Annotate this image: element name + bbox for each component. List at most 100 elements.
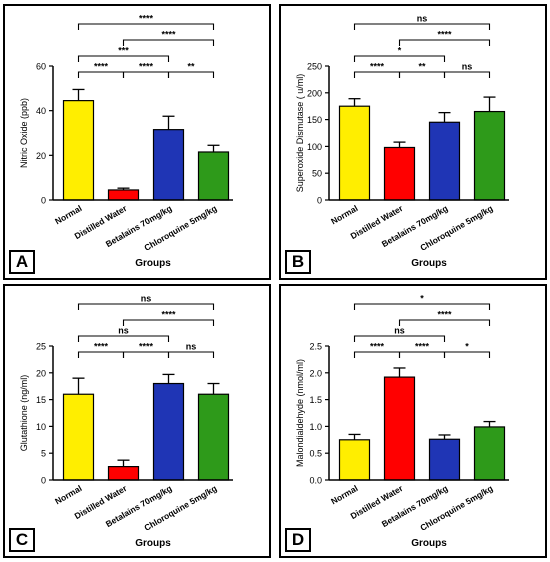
- significance-label: *: [398, 46, 402, 56]
- y-axis-label: Nitric Oxide (ppb): [19, 98, 29, 168]
- bar-2: [428, 121, 461, 201]
- y-tick-label: 60: [36, 62, 46, 72]
- significance-label: ****: [139, 62, 154, 72]
- significance-bracket-0: [77, 351, 125, 358]
- significance-label: ns: [417, 14, 428, 24]
- bar-1: [383, 146, 416, 201]
- y-tick-label: 200: [307, 88, 322, 98]
- y-axis-label: Malondialdehyde (nmol/ml): [295, 359, 305, 467]
- bar-3: [197, 151, 230, 201]
- significance-bracket-1: [122, 71, 170, 78]
- bar-0: [62, 100, 95, 201]
- significance-label: ns: [141, 294, 152, 304]
- significance-label: ns: [462, 62, 473, 72]
- y-tick-label: 10: [36, 422, 46, 432]
- chart-d: 0.0 0.5 1.0 1.5 2.0 2.5 Malondialdehyde (nmol/…: [295, 294, 509, 549]
- y-tick-label: 1.0: [309, 422, 322, 432]
- y-tick-label: 25: [36, 342, 46, 352]
- y-tick-label: 0.0: [309, 476, 322, 486]
- significance-bracket-4: [122, 39, 215, 46]
- significance-bracket-1: [122, 351, 170, 358]
- significance-label: ****: [94, 62, 109, 72]
- significance-bracket-4: [398, 39, 491, 46]
- panel-d: 0.0 0.5 1.0 1.5 2.0 2.5 Malondialdehyde (nmol/…: [279, 284, 547, 558]
- bar-2: [152, 382, 185, 481]
- y-tick-label: 0: [41, 196, 46, 206]
- panel-label-d: D: [285, 528, 311, 552]
- significance-label: ****: [437, 310, 452, 320]
- significance-bracket-3: [353, 55, 446, 62]
- significance-label: ****: [161, 30, 176, 40]
- bar-0: [338, 439, 371, 481]
- panel-label-c: C: [9, 528, 35, 552]
- significance-bracket-5: [77, 23, 215, 30]
- panel-label-b: B: [285, 250, 311, 274]
- bar-3: [197, 393, 230, 481]
- significance-bracket-5: [353, 303, 491, 310]
- x-tick-label: Normal: [329, 203, 359, 226]
- bar-1: [107, 466, 140, 481]
- y-tick-label: 20: [36, 368, 46, 378]
- significance-label: **: [187, 62, 195, 72]
- y-tick-label: 15: [36, 395, 46, 405]
- significance-label: ***: [118, 46, 129, 56]
- x-axis-label: Groups: [411, 258, 447, 269]
- y-tick-label: 20: [36, 151, 46, 161]
- significance-label: ns: [186, 342, 197, 352]
- significance-label: ****: [437, 30, 452, 40]
- significance-label: ****: [370, 62, 385, 72]
- bar-0: [62, 393, 95, 481]
- x-axis-label: Groups: [135, 258, 171, 269]
- significance-label: ****: [139, 14, 154, 24]
- significance-bracket-1: [398, 71, 446, 78]
- significance-label: *: [420, 294, 424, 304]
- bar-0: [338, 105, 371, 201]
- significance-bracket-4: [122, 319, 215, 326]
- significance-bracket-0: [353, 71, 401, 78]
- y-tick-label: 0: [41, 476, 46, 486]
- panel-b: 0 50 100 150 200 250 Superoxide Dismutase ( u/…: [279, 4, 547, 280]
- y-tick-label: 150: [307, 115, 322, 125]
- y-tick-label: 0: [317, 196, 322, 206]
- panel-a: 0 20 40 60 Nitric Oxide (ppb) Normal Distilled…: [3, 4, 271, 280]
- significance-bracket-5: [77, 303, 215, 310]
- significance-bracket-2: [167, 351, 215, 358]
- significance-label: ****: [139, 342, 154, 352]
- x-tick-label: Normal: [53, 203, 83, 226]
- significance-bracket-2: [443, 71, 491, 78]
- significance-bracket-1: [398, 351, 446, 358]
- y-tick-label: 2.0: [309, 368, 322, 378]
- y-tick-label: 5: [41, 449, 46, 459]
- y-tick-label: 1.5: [309, 395, 322, 405]
- bar-2: [152, 129, 185, 201]
- significance-label: ns: [118, 326, 129, 336]
- x-axis-label: Groups: [411, 538, 447, 549]
- bar-1: [383, 376, 416, 481]
- significance-label: ns: [394, 326, 405, 336]
- x-tick-label: Normal: [53, 483, 83, 506]
- x-axis-label: Groups: [135, 538, 171, 549]
- y-tick-label: 50: [312, 169, 322, 179]
- significance-bracket-0: [353, 351, 401, 358]
- significance-label: ****: [370, 342, 385, 352]
- significance-bracket-2: [443, 351, 491, 358]
- bar-3: [473, 110, 506, 201]
- significance-label: ****: [161, 310, 176, 320]
- panel-c: 0 5 10 15 20 25 Glutathione (ng/ml) Normal Disti…: [3, 284, 271, 558]
- significance-bracket-2: [167, 71, 215, 78]
- y-tick-label: 100: [307, 142, 322, 152]
- significance-bracket-4: [398, 319, 491, 326]
- bar-3: [473, 426, 506, 481]
- bar-2: [428, 438, 461, 481]
- y-tick-label: 0.5: [309, 449, 322, 459]
- x-tick-label: Normal: [329, 483, 359, 506]
- significance-bracket-5: [353, 23, 491, 30]
- significance-bracket-3: [77, 335, 170, 342]
- y-axis-label: Glutathione (ng/ml): [19, 375, 29, 452]
- significance-bracket-0: [77, 71, 125, 78]
- y-tick-label: 40: [36, 106, 46, 116]
- significance-label: **: [418, 62, 426, 72]
- y-tick-label: 2.5: [309, 342, 322, 352]
